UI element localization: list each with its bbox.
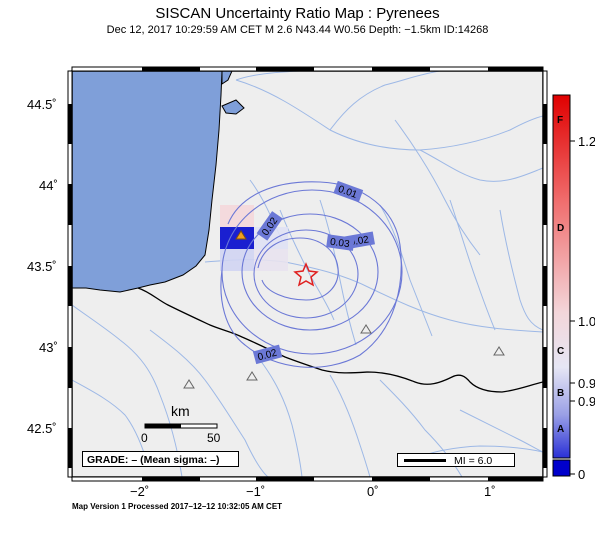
lat-label: 43.5˚ (27, 259, 57, 274)
svg-text:0.02: 0.02 (257, 348, 279, 364)
frame-ticks (67, 66, 548, 482)
svg-text:0.03: 0.03 (329, 237, 350, 251)
lat-label: 42.5˚ (27, 421, 57, 436)
ratio-label: 0.9 (578, 394, 595, 409)
grade-box: GRADE: – (Mean sigma: –) (82, 451, 239, 467)
svg-text:0.02: 0.02 (349, 234, 371, 248)
map-title: SISCAN Uncertainty Ratio Map : Pyrenees (155, 5, 440, 22)
grid-cell (220, 205, 254, 227)
ratio-label: 1.2 (578, 134, 595, 149)
scale-bar (144, 423, 218, 429)
contour-label: 0.03 (326, 234, 355, 251)
station-triangle-active (235, 230, 247, 240)
grid-cell (254, 249, 288, 271)
mi-legend: MI = 6.0 (397, 453, 515, 467)
grade-letter: C (557, 346, 565, 357)
ratio-label: 1.0 (578, 314, 595, 329)
scale-title: km (171, 403, 190, 419)
gironde-estuary (221, 71, 233, 85)
processed-footer: Map Version 1 Processed 2017–12–12 10:32… (72, 502, 283, 511)
contour-label: 0.02 (252, 344, 283, 365)
event-subtitle: Dec 12, 2017 10:29:59 AM CET M 2.6 N43.4… (106, 24, 489, 36)
lon-label: −1˚ (246, 484, 266, 499)
lat-label: 43˚ (39, 340, 58, 355)
ratio-label: 0 (578, 467, 586, 482)
grade-letter: F (557, 115, 564, 126)
uncertainty-contours (220, 181, 403, 368)
lon-label: −2˚ (130, 484, 150, 499)
scale-start: 0 (141, 431, 148, 445)
lat-label: 44˚ (39, 178, 58, 193)
epicenter-star (293, 262, 319, 287)
country-border (137, 287, 543, 393)
station-triangle (183, 324, 505, 389)
sea-area (72, 71, 223, 293)
lat-label: 44.5˚ (27, 97, 57, 112)
bay-arcachon (221, 99, 245, 115)
grade-letter: A (557, 424, 565, 435)
grade-letter: D (557, 223, 565, 234)
ratio-label: 0.9 (578, 376, 595, 391)
grade-letter: B (557, 388, 565, 399)
mi-label: MI = 6.0 (454, 455, 493, 467)
scale-end: 50 (207, 431, 221, 445)
lon-label: 0˚ (367, 484, 379, 499)
lon-label: 1˚ (484, 484, 496, 499)
mi-bar (404, 459, 446, 462)
